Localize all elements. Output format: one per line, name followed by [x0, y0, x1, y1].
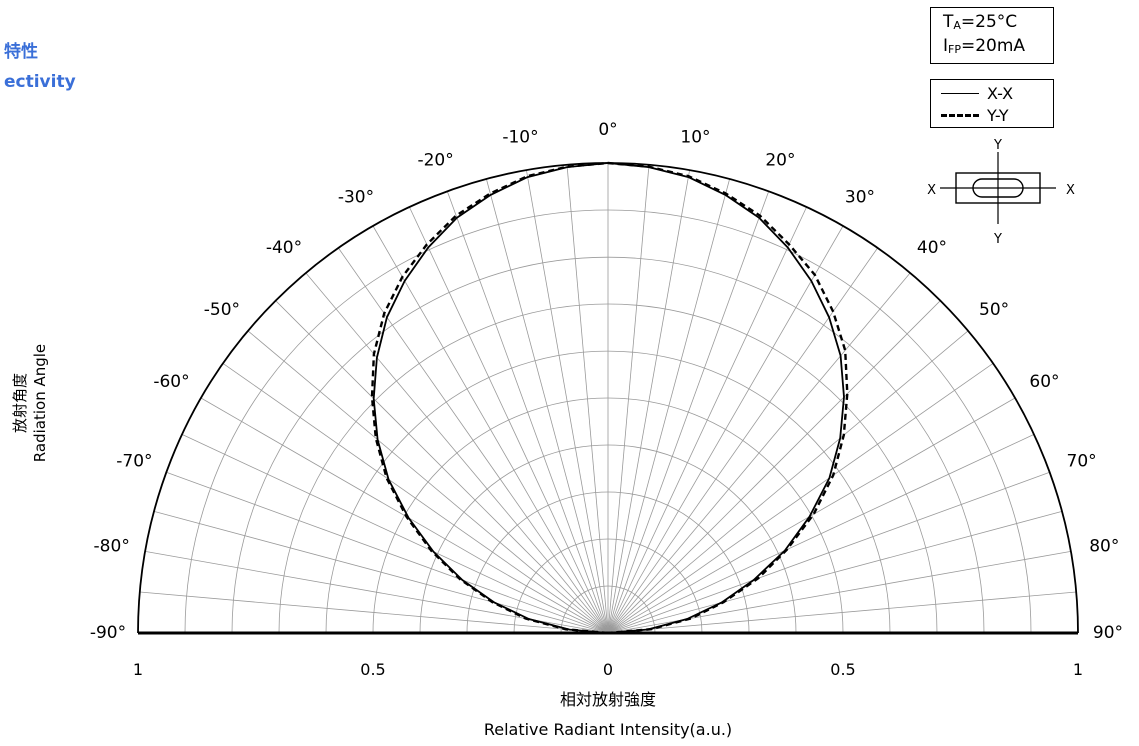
radial-tick-label: 0 — [603, 660, 613, 679]
ifp-value: =20mA — [960, 36, 1026, 56]
angle-label: -80° — [94, 537, 130, 557]
angle-label: -70° — [116, 452, 152, 472]
angle-label: -90° — [90, 623, 126, 643]
package-axis-label: Y — [993, 138, 1002, 153]
legend-swatch-dashed — [941, 113, 979, 117]
ring-gridline — [513, 538, 703, 634]
series-y-y-curve — [370, 161, 849, 635]
ta-sub: A — [953, 19, 961, 32]
package-axis-label: X — [1066, 183, 1075, 198]
conditions-box: TA=25°C IFP=20mA — [930, 7, 1054, 64]
ring-gridline — [560, 585, 656, 634]
angle-label: 90° — [1093, 623, 1123, 643]
ta-value: =25°C — [960, 12, 1018, 32]
condition-ta: TA=25°C — [943, 12, 1053, 36]
angle-label: 70° — [1067, 452, 1097, 472]
ring-gridline — [231, 256, 985, 634]
legend-label-x-x: X-X — [987, 83, 1014, 103]
package-axis-label: Y — [993, 232, 1002, 247]
ring-gridline — [278, 303, 938, 634]
angle-label: -30° — [338, 188, 374, 208]
angle-label: 40° — [917, 238, 947, 258]
ta-symbol: T — [943, 12, 954, 32]
radial-tick-label: 0.5 — [360, 660, 385, 679]
ring-gridline — [325, 350, 891, 634]
x-axis-title-jp: 相対放射強度 — [559, 690, 656, 709]
legend: X-X Y-Y — [930, 79, 1054, 128]
x-axis-title-en: Relative Radiant Intensity(a.u.) — [483, 720, 733, 739]
ring-gridline — [466, 491, 750, 634]
angle-label: 30° — [845, 188, 875, 208]
radial-tick-label: 0.5 — [830, 660, 855, 679]
legend-label-y-y: Y-Y — [987, 105, 1009, 125]
angle-label: 80° — [1089, 537, 1119, 557]
ring-gridline — [184, 209, 1032, 634]
ifp-sub: FP — [948, 43, 961, 56]
angle-label: -60° — [153, 372, 189, 392]
angle-label: 0° — [598, 120, 617, 140]
chart-title-jp: 特性 — [4, 42, 38, 62]
angle-label: -20° — [417, 150, 453, 170]
legend-item-y-y: Y-Y — [941, 105, 1009, 125]
ring-gridline — [419, 444, 797, 634]
radial-tick-label: 1 — [133, 660, 143, 679]
angle-label: -40° — [266, 238, 302, 258]
chart-title-en: ectivity — [4, 72, 76, 92]
ifp-symbol: I — [943, 36, 949, 56]
angle-label: 20° — [765, 150, 795, 170]
legend-swatch-solid — [941, 92, 979, 94]
radial-tick-label: 1 — [1073, 660, 1083, 679]
angle-label: -10° — [502, 128, 538, 148]
angle-label: 10° — [680, 128, 710, 148]
angle-label: -50° — [204, 300, 240, 320]
legend-item-x-x: X-X — [941, 83, 1013, 103]
package-axis-label: X — [927, 183, 936, 198]
angle-label: 50° — [979, 300, 1009, 320]
condition-ifp: IFP=20mA — [943, 36, 1053, 60]
angle-label: 60° — [1029, 372, 1059, 392]
ring-gridline — [372, 397, 844, 634]
